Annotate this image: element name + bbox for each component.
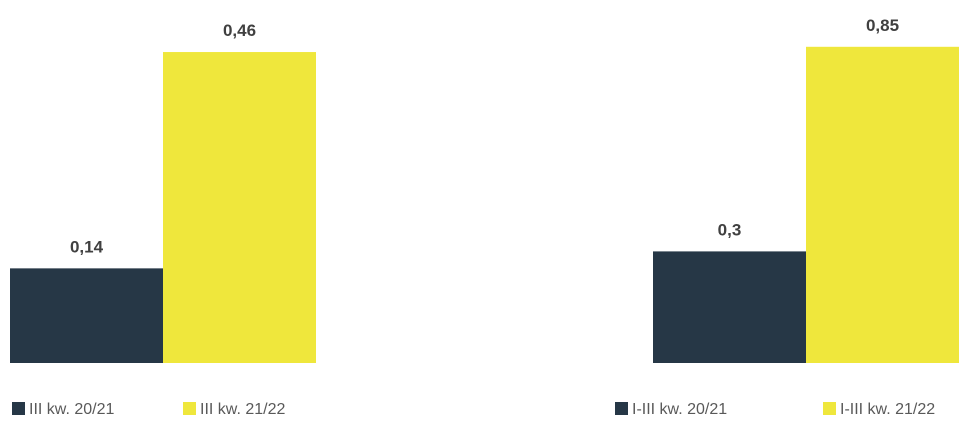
legend-label-0-0: III kw. 20/21 [29, 401, 114, 418]
legend-swatch-1-0 [615, 402, 628, 415]
legend-label-1-1: I-III kw. 21/22 [840, 401, 935, 418]
chart-cumulative: 0,3 0,85 I-III kw. 20/21 I-III kw. 21/22 [615, 16, 959, 418]
legend-label-1-0: I-III kw. 20/21 [632, 401, 727, 418]
legend-swatch-0-0 [12, 402, 25, 415]
bar-0-0 [10, 268, 163, 363]
bar-1-1 [806, 46, 959, 364]
bar-0-1 [163, 52, 316, 363]
data-label-1-0: 0,3 [718, 220, 742, 239]
data-label-1-1: 0,85 [866, 16, 899, 35]
chart-quarter: 0,14 0,46 III kw. 20/21 III kw. 21/22 [10, 21, 316, 418]
legend-swatch-1-1 [823, 402, 836, 415]
data-label-0-0: 0,14 [70, 237, 104, 256]
legend-label-0-1: III kw. 21/22 [200, 401, 285, 418]
data-label-0-1: 0,46 [223, 21, 256, 40]
legend-swatch-0-1 [183, 402, 196, 415]
bar-1-0 [653, 251, 806, 363]
